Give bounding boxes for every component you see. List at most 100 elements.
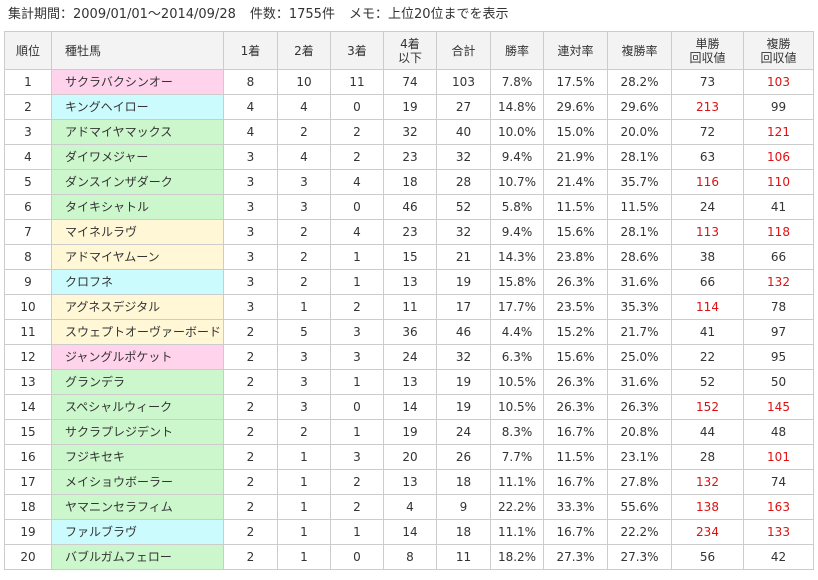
win-rate-cell: 15.8% (490, 269, 544, 295)
third-count-cell: 3 (330, 444, 384, 470)
total-cell: 32 (436, 219, 491, 245)
show-return-cell: 97 (743, 319, 814, 345)
total-cell: 32 (436, 344, 491, 370)
second-count-cell: 4 (277, 144, 331, 170)
second-count-cell: 2 (277, 119, 331, 145)
header-col-show-return: 複勝 回収値 (743, 31, 814, 70)
first-count-cell: 3 (223, 244, 278, 270)
rank-cell: 16 (4, 444, 52, 470)
fourth-below-cell: 20 (383, 444, 437, 470)
rank-cell: 5 (4, 169, 52, 195)
third-count-cell: 1 (330, 244, 384, 270)
second-count-cell: 1 (277, 444, 331, 470)
fourth-below-cell: 36 (383, 319, 437, 345)
rank-cell: 19 (4, 519, 52, 545)
win-rate-cell: 9.4% (490, 219, 544, 245)
show-return-cell: 110 (743, 169, 814, 195)
count-text: 件数：1755件 (249, 7, 335, 22)
second-count-cell: 1 (277, 519, 331, 545)
win-rate-cell: 9.4% (490, 144, 544, 170)
show-return-cell: 132 (743, 269, 814, 295)
win-rate-cell: 7.7% (490, 444, 544, 470)
sire-name-cell: クロフネ (51, 269, 224, 295)
total-cell: 26 (436, 444, 491, 470)
header-col-win-return: 単勝 回収値 (671, 31, 744, 70)
header-col-4th-below: 4着 以下 (383, 31, 437, 70)
win-return-cell: 213 (671, 94, 744, 120)
fourth-below-cell: 14 (383, 519, 437, 545)
fourth-below-cell: 23 (383, 219, 437, 245)
third-count-cell: 11 (330, 69, 384, 95)
total-cell: 21 (436, 244, 491, 270)
first-count-cell: 2 (223, 519, 278, 545)
show-rate-cell: 35.7% (607, 169, 672, 195)
sire-name-cell: サクラプレジデント (51, 419, 224, 445)
table-row: 6 タイキシャトル 3 3 0 46 52 5.8% 11.5% 11.5% 24 41 (4, 194, 814, 220)
place-rate-cell: 11.5% (543, 194, 608, 220)
first-count-cell: 2 (223, 394, 278, 420)
table-row: 15 サクラプレジデント 2 2 1 19 24 8.3% 16.7% 20.8% 44 48 (4, 419, 814, 445)
rank-cell: 4 (4, 144, 52, 170)
sire-name-cell: アグネスデジタル (51, 294, 224, 320)
sire-name-cell: ファルブラヴ (51, 519, 224, 545)
header-col-win-rate: 勝率 (490, 31, 544, 70)
third-count-cell: 0 (330, 544, 384, 570)
second-count-cell: 1 (277, 469, 331, 495)
rank-cell: 13 (4, 369, 52, 395)
sire-name-cell: マイネルラヴ (51, 219, 224, 245)
sire-name-cell: タイキシャトル (51, 194, 224, 220)
first-count-cell: 2 (223, 369, 278, 395)
show-return-cell: 145 (743, 394, 814, 420)
rank-cell: 20 (4, 544, 52, 570)
table-row: 5 ダンスインザダーク 3 3 4 18 28 10.7% 21.4% 35.7% 116 110 (4, 169, 814, 195)
total-cell: 19 (436, 369, 491, 395)
header-col-sire: 種牡馬 (51, 31, 224, 70)
table-row: 3 アドマイヤマックス 4 2 2 32 40 10.0% 15.0% 20.0% 72 121 (4, 119, 814, 145)
win-return-cell: 114 (671, 294, 744, 320)
table-row: 13 グランデラ 2 3 1 13 19 10.5% 26.3% 31.6% 52 50 (4, 369, 814, 395)
first-count-cell: 2 (223, 419, 278, 445)
header-row: 順位 種牡馬 1着 2着 3着 4着 以下 合計 勝率 連対率 複勝率 単勝 回収値 複勝 回収値 (4, 31, 814, 70)
fourth-below-cell: 8 (383, 544, 437, 570)
first-count-cell: 2 (223, 319, 278, 345)
show-rate-cell: 28.1% (607, 219, 672, 245)
show-return-cell: 41 (743, 194, 814, 220)
fourth-below-cell: 32 (383, 119, 437, 145)
total-cell: 52 (436, 194, 491, 220)
place-rate-cell: 29.6% (543, 94, 608, 120)
place-rate-cell: 16.7% (543, 419, 608, 445)
show-return-cell: 66 (743, 244, 814, 270)
sire-name-cell: アドマイヤムーン (51, 244, 224, 270)
show-rate-cell: 28.6% (607, 244, 672, 270)
sire-name-cell: フジキセキ (51, 444, 224, 470)
total-cell: 40 (436, 119, 491, 145)
third-count-cell: 2 (330, 494, 384, 520)
table-body: 1 サクラバクシンオー 8 10 11 74 103 7.8% 17.5% 28.2% 73 103 2… (4, 69, 814, 570)
win-return-cell: 66 (671, 269, 744, 295)
win-return-cell: 73 (671, 69, 744, 95)
total-cell: 18 (436, 519, 491, 545)
second-count-cell: 1 (277, 494, 331, 520)
third-count-cell: 1 (330, 369, 384, 395)
fourth-below-cell: 11 (383, 294, 437, 320)
win-return-cell: 234 (671, 519, 744, 545)
win-rate-cell: 17.7% (490, 294, 544, 320)
third-count-cell: 1 (330, 269, 384, 295)
total-cell: 24 (436, 419, 491, 445)
total-cell: 11 (436, 544, 491, 570)
show-rate-cell: 23.1% (607, 444, 672, 470)
show-return-cell: 106 (743, 144, 814, 170)
third-count-cell: 2 (330, 144, 384, 170)
total-cell: 28 (436, 169, 491, 195)
place-rate-cell: 26.3% (543, 394, 608, 420)
show-rate-cell: 28.1% (607, 144, 672, 170)
first-count-cell: 3 (223, 169, 278, 195)
table-row: 7 マイネルラヴ 3 2 4 23 32 9.4% 15.6% 28.1% 113 118 (4, 219, 814, 245)
second-count-cell: 1 (277, 544, 331, 570)
win-rate-cell: 10.5% (490, 394, 544, 420)
show-return-cell: 133 (743, 519, 814, 545)
second-count-cell: 4 (277, 94, 331, 120)
table-row: 1 サクラバクシンオー 8 10 11 74 103 7.8% 17.5% 28.2% 73 103 (4, 69, 814, 95)
place-rate-cell: 21.9% (543, 144, 608, 170)
fourth-below-cell: 74 (383, 69, 437, 95)
